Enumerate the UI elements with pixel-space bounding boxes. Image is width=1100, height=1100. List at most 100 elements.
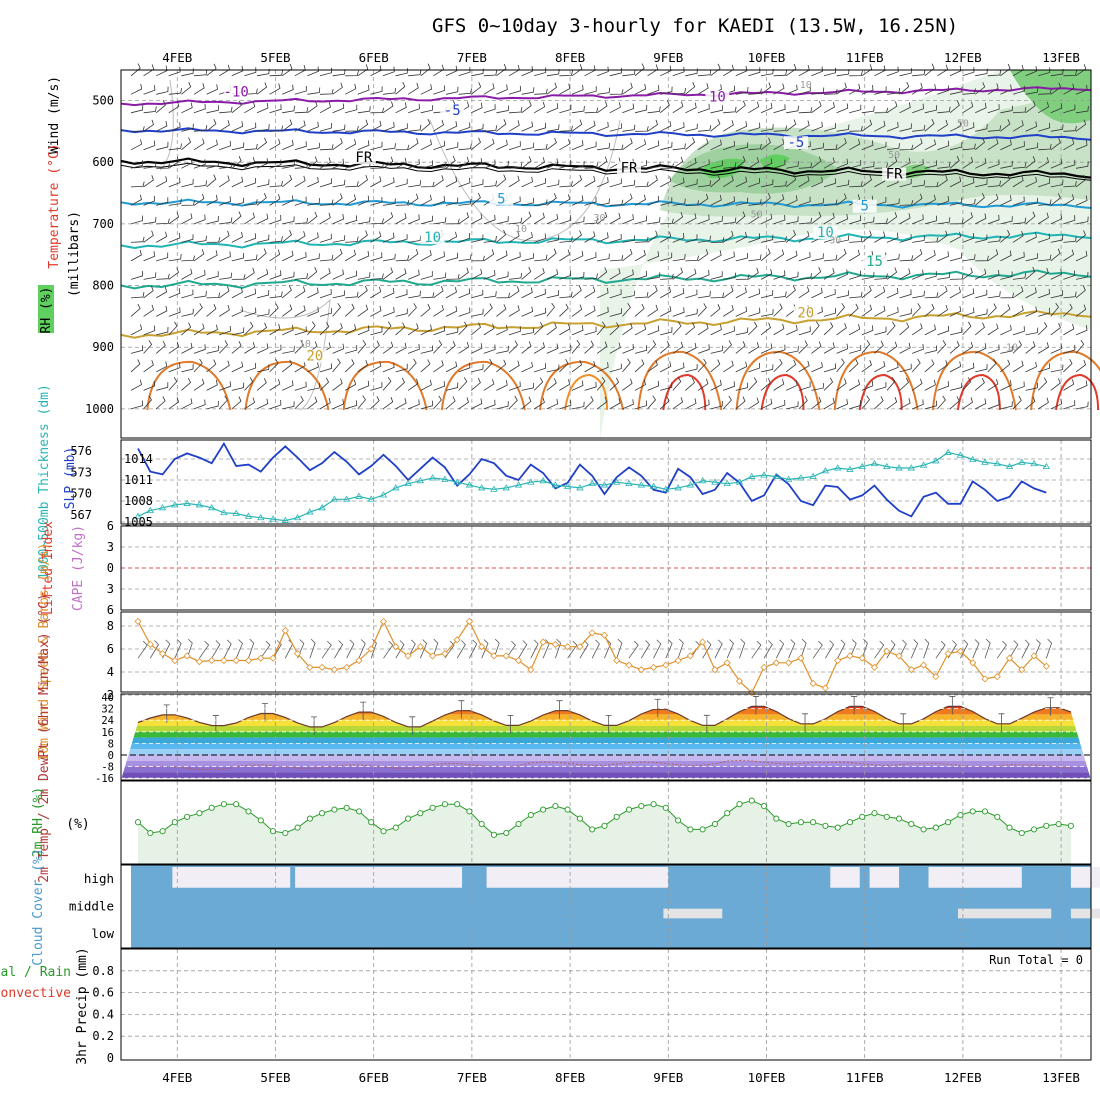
wind-barb xyxy=(420,359,431,373)
wind-barb xyxy=(218,175,230,188)
wind-barb xyxy=(937,106,951,114)
wind-barb xyxy=(735,361,748,373)
wind-barb xyxy=(660,141,673,151)
rh-2m-marker xyxy=(441,801,448,808)
wind-barb xyxy=(874,120,886,132)
wind-10m-marker xyxy=(637,666,645,674)
wind-barb xyxy=(899,342,911,354)
wind-barb xyxy=(1012,360,1024,373)
wind-barb xyxy=(559,236,573,243)
wind-barb xyxy=(559,194,571,206)
wind-barb xyxy=(534,144,548,151)
wind-barb xyxy=(282,346,295,354)
slp-line xyxy=(137,441,1047,518)
wind-barb xyxy=(256,398,269,410)
wind-barb xyxy=(647,395,657,410)
wind-10m-marker xyxy=(429,652,437,660)
wind-barb xyxy=(1012,272,1027,280)
wind-barb xyxy=(1037,377,1048,391)
wind-barb xyxy=(470,137,481,151)
temp-tick-label: 24 xyxy=(101,715,114,727)
rh-2m-marker xyxy=(834,824,841,831)
wind-barb xyxy=(433,217,447,225)
wind-barb xyxy=(382,66,395,77)
wind-barb xyxy=(395,213,407,225)
rh-line: (%) xyxy=(66,797,1074,838)
precip-tick-label: 0.8 xyxy=(92,964,114,978)
wind-barb xyxy=(143,340,153,354)
wind-barb xyxy=(924,160,937,169)
wind-barb xyxy=(874,273,888,280)
wind-10m-barb xyxy=(1009,640,1019,659)
wind-barb xyxy=(798,326,811,336)
wind-barb xyxy=(1037,212,1049,225)
wind-barb xyxy=(1050,269,1063,280)
wind-barb xyxy=(521,396,532,410)
wind-barb xyxy=(206,160,219,169)
wind-barb xyxy=(899,322,910,336)
cloud-high-clear xyxy=(172,867,291,888)
contour-label-bg xyxy=(882,167,907,181)
wind-barb xyxy=(256,137,267,151)
wind-barb xyxy=(861,230,872,243)
wind-barb xyxy=(445,197,459,206)
wind-10m-marker xyxy=(993,673,1001,681)
wind-barb xyxy=(899,377,909,391)
wind-10m-marker xyxy=(244,656,253,665)
wind-barb xyxy=(281,119,293,132)
wind-barb xyxy=(647,175,658,188)
wind-barb xyxy=(471,158,483,169)
wind-barb xyxy=(471,179,484,188)
cloud-cover-cells xyxy=(131,865,1100,948)
wind-barb xyxy=(760,124,774,132)
thickness-marker xyxy=(576,484,584,491)
wind-barb xyxy=(975,123,988,132)
wind-barb xyxy=(748,177,761,188)
wind-10m-marker xyxy=(232,656,240,665)
wind-barb xyxy=(382,397,394,410)
wind-barb xyxy=(471,289,484,299)
temp-range-bar xyxy=(556,700,563,719)
wind-barb xyxy=(634,379,646,391)
wind-barb xyxy=(130,303,141,317)
thickness-marker xyxy=(330,495,339,502)
wind-barb xyxy=(672,341,684,354)
wind-barb xyxy=(370,361,382,373)
wind-barb xyxy=(559,323,571,336)
wind-10m-marker xyxy=(1005,654,1014,662)
wind-barb xyxy=(1012,305,1024,317)
wind-barb xyxy=(634,303,645,317)
wind-barb xyxy=(647,64,659,77)
wind-barb xyxy=(420,379,432,391)
wind-barb xyxy=(597,306,609,317)
rh-2m-marker xyxy=(159,828,166,835)
wind-barb xyxy=(521,253,534,262)
wind-barb xyxy=(244,177,257,188)
rh-2m-marker xyxy=(184,813,191,820)
wind-10m-barb xyxy=(530,639,539,659)
wind-barb xyxy=(912,235,925,243)
temperature-axis-label: Temperature (°C) xyxy=(47,143,62,268)
wind-barb xyxy=(168,288,181,299)
wind-barb xyxy=(269,214,282,225)
wind-barb xyxy=(181,308,194,317)
wind-barb xyxy=(634,126,649,132)
wind-barb xyxy=(710,345,723,354)
wind-barb xyxy=(471,308,484,317)
wind-barb xyxy=(496,139,508,151)
wind-barb xyxy=(458,397,469,410)
wind-barb xyxy=(710,160,723,169)
isotherm-25-loop xyxy=(637,350,723,411)
wind-barb xyxy=(382,287,395,299)
wind-axis-label: Wind (m/s) xyxy=(47,76,62,154)
wind-barb xyxy=(445,340,456,354)
wind-barb xyxy=(345,400,358,410)
wind-barb xyxy=(408,290,421,299)
wind-barb xyxy=(1000,401,1013,410)
wind-barb xyxy=(559,159,572,169)
thickness-marker xyxy=(318,504,326,511)
wind-barb xyxy=(786,380,798,391)
wind-barb xyxy=(534,178,547,188)
wind-barb xyxy=(533,267,545,280)
wind-barb xyxy=(168,377,178,391)
